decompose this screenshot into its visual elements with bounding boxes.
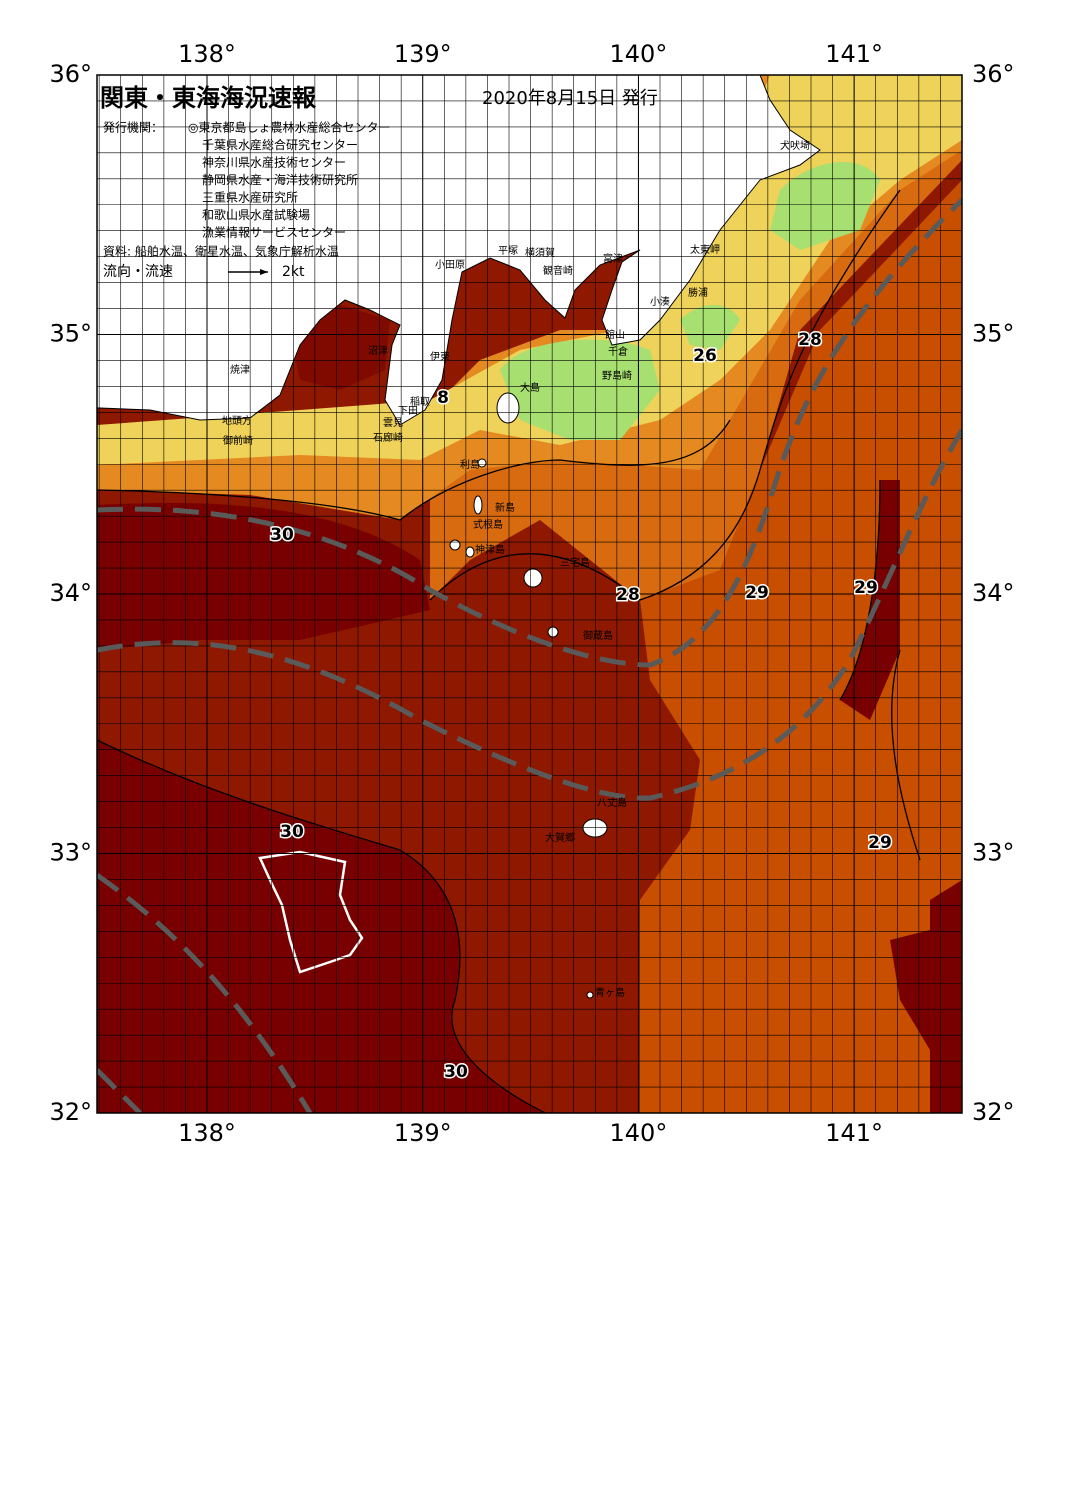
issuer: 三重県水産研究所	[202, 190, 298, 205]
issuer: 神奈川県水産技術センター	[202, 155, 346, 170]
place-name: 伊東	[430, 350, 450, 363]
place-name: 犬吠埼	[780, 139, 810, 152]
lat-tick-label: 35°	[972, 320, 1015, 348]
map	[97, 75, 962, 1113]
place-name: 式根島	[473, 518, 503, 531]
lat-tick-label: 35°	[49, 320, 92, 348]
isotherm-label: 8	[437, 388, 449, 408]
contours	[97, 189, 921, 1113]
issuer: 静岡県水産・海洋技術研究所	[202, 172, 358, 187]
lat-tick-label: 33°	[972, 839, 1015, 867]
isotherm-label: 29	[745, 583, 769, 603]
place-name: 沼津	[368, 344, 388, 357]
place-name: 御蔵島	[583, 629, 613, 642]
place-name: 稲取	[410, 396, 430, 408]
source: 資料: 船舶水温、衛星水温、気象庁解析水温	[103, 244, 339, 259]
lon-tick-label: 138°	[178, 40, 236, 68]
place-name: 小田原	[435, 259, 465, 271]
place-name: 千倉	[608, 345, 628, 358]
lon-tick-label: 140°	[610, 40, 668, 68]
place-name: 八丈島	[597, 796, 627, 809]
legend-label: 流向・流速	[103, 264, 173, 280]
place-name: 横須賀	[525, 246, 555, 259]
sea-dark-sw	[97, 480, 962, 1113]
place-name: 平塚	[498, 245, 518, 257]
issuer: 和歌山県水産試験場	[202, 207, 310, 222]
lon-tick-label: 139°	[394, 40, 452, 68]
issuer-label: 発行機関：	[103, 120, 163, 135]
legend-speed: 2kt	[282, 264, 305, 280]
place-name: 野島崎	[602, 369, 632, 382]
legend-arrow-head	[260, 269, 268, 275]
grid	[97, 75, 962, 1113]
lat-tick-label: 36°	[972, 60, 1015, 88]
place-name: 勝浦	[688, 286, 708, 299]
lon-tick-label: 139°	[394, 1119, 452, 1147]
place-name: 新島	[495, 501, 515, 514]
place-name: 富津	[603, 252, 623, 265]
lat-tick-label: 32°	[972, 1098, 1015, 1126]
lon-tick-label: 138°	[178, 1119, 236, 1147]
lon-tick-label: 141°	[825, 40, 883, 68]
kuroshio-axis	[97, 198, 962, 1113]
isotherm-label: 30	[280, 822, 304, 842]
issuer: ◎東京都島しょ農林水産総合センター	[188, 120, 390, 135]
title: 関東・東海海況速報	[100, 84, 317, 112]
islands	[449, 392, 608, 999]
lon-tick-label: 140°	[610, 1119, 668, 1147]
isotherm-label: 29	[868, 833, 892, 853]
place-name: 館山	[605, 328, 625, 341]
place-name: 観音崎	[543, 264, 573, 277]
isotherm-label: 29	[854, 578, 878, 598]
isotherm-label: 30	[444, 1062, 468, 1082]
isotherm-label: 28	[616, 585, 640, 605]
place-name: 大賀郷	[545, 831, 575, 844]
lat-tick-label: 34°	[972, 579, 1015, 607]
place-name: 神津島	[475, 543, 505, 556]
place-name: 三宅島	[560, 556, 590, 569]
place-name: 雲見	[383, 417, 403, 429]
lat-tick-label: 32°	[49, 1098, 92, 1126]
isotherm-label: 30	[270, 525, 294, 545]
issuer: 千葉県水産総合研究センター	[202, 137, 358, 152]
place-name: 下田	[398, 406, 418, 417]
lon-tick-label: 141°	[825, 1119, 883, 1147]
place-name: 青ヶ島	[595, 986, 625, 999]
lat-tick-label: 36°	[49, 60, 92, 88]
place-name: 小湊	[650, 295, 670, 308]
isotherm-label: 28	[798, 330, 822, 350]
isotherm-label: 26	[693, 346, 717, 366]
place-name: 御前崎	[223, 434, 253, 447]
issuer: 漁業情報サービスセンター	[202, 226, 346, 240]
place-name: 地頭方	[222, 414, 252, 427]
place-name: 石廊崎	[373, 431, 403, 444]
lat-tick-label: 33°	[49, 839, 92, 867]
place-name: 焼津	[230, 364, 250, 376]
issue-date: 2020年8月15日 発行	[482, 88, 658, 109]
lat-tick-label: 34°	[49, 579, 92, 607]
map-frame	[96, 74, 963, 1114]
warm-patch-outline	[258, 850, 364, 974]
place-name: 太東岬	[690, 243, 720, 256]
place-name: 大島	[520, 381, 540, 394]
place-name: 利島	[460, 458, 480, 471]
